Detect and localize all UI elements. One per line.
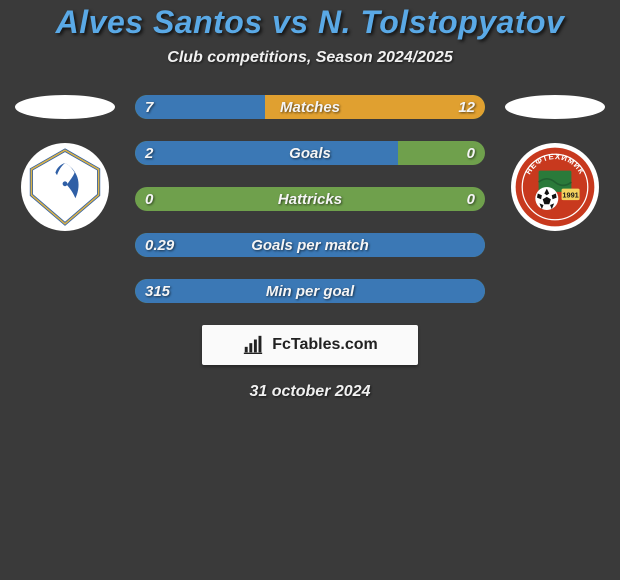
left-side: [15, 95, 115, 231]
stat-right-value: 0: [467, 145, 475, 162]
stat-left-fill: [135, 95, 265, 119]
stat-left-fill: [135, 279, 485, 303]
brand-box: FcTables.com: [202, 325, 418, 365]
stat-left-fill: [135, 233, 485, 257]
club-left-logo-icon: [25, 147, 105, 227]
player-right-silhouette: [505, 95, 605, 119]
stat-left-value: 0: [145, 191, 153, 208]
stat-label: Hattricks: [135, 191, 485, 208]
stat-row: 2Goals0: [135, 141, 485, 165]
stat-row: 7Matches12: [135, 95, 485, 119]
club-right-logo-icon: НЕФТЕХИМИК 1991: [514, 146, 596, 228]
club-right-badge: НЕФТЕХИМИК 1991: [511, 143, 599, 231]
subtitle: Club competitions, Season 2024/2025: [0, 49, 620, 67]
stat-right-fill: [265, 95, 486, 119]
club-left-badge: [21, 143, 109, 231]
brand-text: FcTables.com: [272, 336, 378, 354]
club-right-year: 1991: [562, 190, 578, 199]
stat-right-value: 0: [467, 191, 475, 208]
stats-bars: 7Matches122Goals00Hattricks00.29Goals pe…: [135, 95, 485, 303]
comparison-canvas: Alves Santos vs N. Tolstopyatov Club com…: [0, 0, 620, 580]
stat-row: 0Hattricks0: [135, 187, 485, 211]
player-left-silhouette: [15, 95, 115, 119]
page-title: Alves Santos vs N. Tolstopyatov: [0, 4, 620, 41]
bar-chart-icon: [242, 334, 264, 356]
content-row: 7Matches122Goals00Hattricks00.29Goals pe…: [0, 95, 620, 303]
stat-row: 0.29Goals per match: [135, 233, 485, 257]
date: 31 october 2024: [0, 383, 620, 401]
stat-left-fill: [135, 141, 398, 165]
right-side: НЕФТЕХИМИК 1991: [505, 95, 605, 231]
stat-row: 315Min per goal: [135, 279, 485, 303]
